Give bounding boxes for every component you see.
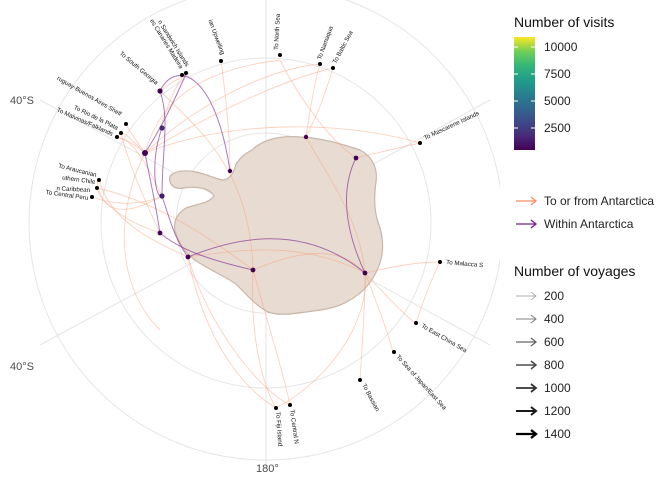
antarctica-landmass [169,135,384,315]
voyage-key-label: 800 [544,358,565,372]
voyage-key-label: 200 [544,289,565,303]
voyage-key-label: 1000 [544,381,571,395]
voyage-key-label: 1200 [544,404,571,418]
routes-within [144,73,366,274]
antarctic-sites [142,88,368,276]
label-caribbean: n Caribbean [56,185,91,194]
routes-to-or-from [91,59,441,409]
legend: Number of visits 10000 7500 5000 2500 To… [514,0,672,480]
label-bassian: To Bassian [360,383,381,414]
antarctic-voyage-map: To North Sea To Namaqua To Baltic Sea To… [10,0,500,475]
within-key [516,219,538,229]
voyages-legend-title: Number of voyages [514,263,636,279]
label-fiji: To Fiji Island [274,412,283,447]
visits-tick: 7500 [544,67,571,81]
voyage-key-label: 600 [544,335,565,349]
voyage-key-arrow [516,383,538,393]
label-southern-chile: uthern Chile [62,174,97,186]
voyage-key-arrow [516,360,538,370]
label-east-china-sea: To East China Sea [420,323,468,355]
voyage-key-arrow [516,314,537,324]
visits-tick: 10000 [544,40,578,54]
label-mascarene: To Mascarene Islands [423,110,481,142]
voyage-key-label: 400 [544,312,565,326]
visits-legend-title: Number of visits [514,14,615,30]
visits-colorbar [514,37,535,150]
voyage-key-arrow [516,406,538,416]
lat-label-lower: 40°S [10,361,34,373]
lon-label-180: 180° [256,463,279,475]
voyage-key-arrow [516,291,537,301]
label-south-georgia: To South Georgia [118,50,160,87]
to-or-from-label: To or from Antarctica [544,194,655,208]
visits-tick: 5000 [544,94,571,108]
visits-tick: 2500 [544,121,571,135]
voyage-key-arrow [516,429,538,439]
label-malacca: To Malacca S [446,259,484,269]
label-baltic-sea: To Baltic Sea [332,29,355,65]
label-upwelling: ian Upwelling [207,19,226,57]
voyage-key-arrow [516,337,538,347]
destination-points [90,53,442,410]
colorbar-ticks [514,46,535,129]
label-sea-of-japan: To Sea of Japan/East Sea [395,354,448,412]
to-or-from-key [516,196,538,206]
label-north-sea: To North Sea [273,13,282,50]
label-central-n: To Central N [288,409,300,444]
within-label: Within Antarctica [544,217,634,231]
voyage-key-label: 1400 [544,427,571,441]
label-namaqua: To Namaqua [316,25,335,61]
lat-label-upper: 40°S [10,95,34,107]
